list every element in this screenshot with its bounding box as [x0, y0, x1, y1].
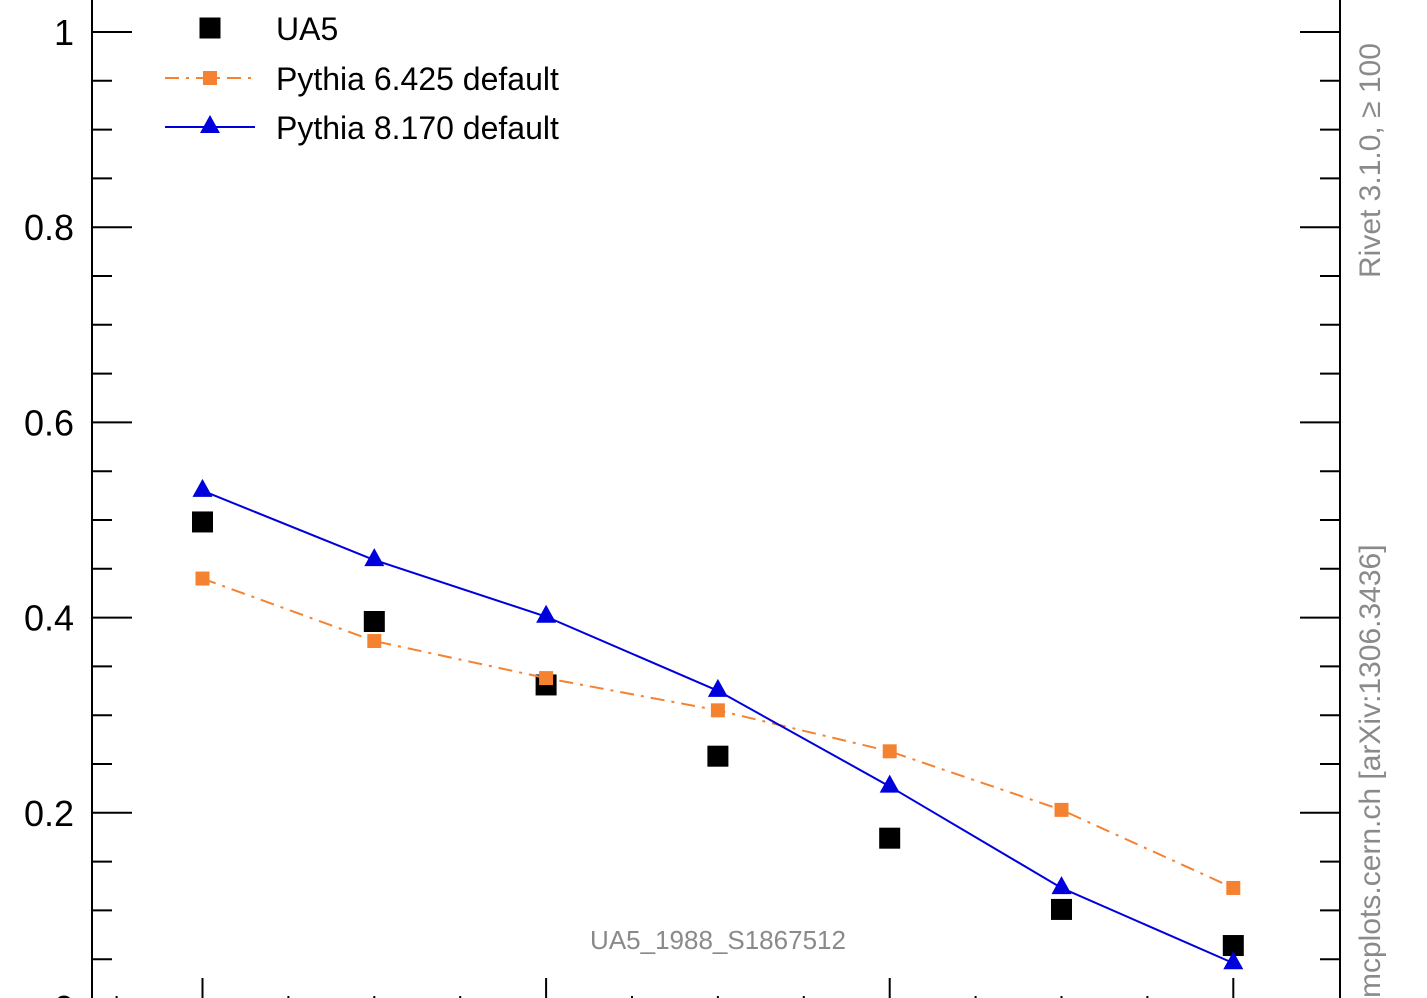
data-point	[879, 774, 900, 793]
series-2	[192, 478, 1244, 970]
data-point	[707, 678, 728, 697]
legend-entry-1: Pythia 6.425 default	[165, 61, 559, 97]
data-point	[1051, 898, 1072, 920]
series-1	[195, 571, 1241, 895]
series-line	[202, 489, 1234, 965]
data-point	[1054, 802, 1069, 817]
data-point	[192, 511, 213, 533]
plot-frame	[91, 0, 1341, 998]
data-point	[367, 634, 382, 649]
y-tick-label: 0.6	[24, 402, 74, 443]
data-point	[882, 744, 897, 759]
data-point	[1051, 876, 1072, 895]
series-line	[202, 577, 1234, 889]
rivet-version-label: Rivet 3.1.0, ≥ 100	[1354, 43, 1387, 278]
y-tick-label: 0.4	[24, 598, 74, 639]
legend-label: Pythia 6.425 default	[276, 61, 559, 97]
data-point	[539, 671, 554, 686]
series-0	[192, 511, 1244, 957]
legend-entry-2: Pythia 8.170 default	[165, 110, 559, 146]
y-tick-label: 0.2	[24, 793, 74, 834]
data-point	[364, 548, 385, 567]
mcplots-source-label: mcplots.cern.ch [arXiv:1306.3436]	[1354, 544, 1387, 998]
data-point	[710, 703, 725, 718]
legend-marker	[200, 115, 220, 133]
legend-label: Pythia 8.170 default	[276, 110, 559, 146]
y-tick-label: 0	[54, 988, 74, 998]
legend-marker	[199, 17, 221, 39]
axis-ticks: 0.2 0.4 0.6 0.8 1 0	[24, 12, 1340, 998]
legend-marker	[203, 71, 217, 85]
data-point	[195, 571, 210, 586]
legend-entry-0: UA5	[199, 11, 338, 47]
legend-label: UA5	[276, 11, 338, 47]
legend: UA5 Pythia 6.425 default Pythia 8.170 defa…	[165, 11, 559, 146]
analysis-id-label: UA5_1988_S1867512	[590, 925, 846, 955]
data-point	[363, 611, 385, 633]
data-point	[1226, 880, 1241, 895]
y-tick-label: 0.8	[24, 207, 74, 248]
data-point	[1222, 935, 1244, 957]
data-point	[192, 478, 213, 497]
data-series	[192, 478, 1244, 970]
data-point	[707, 745, 729, 767]
data-point	[879, 827, 901, 849]
data-point	[1223, 951, 1244, 970]
data-point	[536, 604, 557, 623]
y-tick-label: 1	[54, 12, 74, 53]
